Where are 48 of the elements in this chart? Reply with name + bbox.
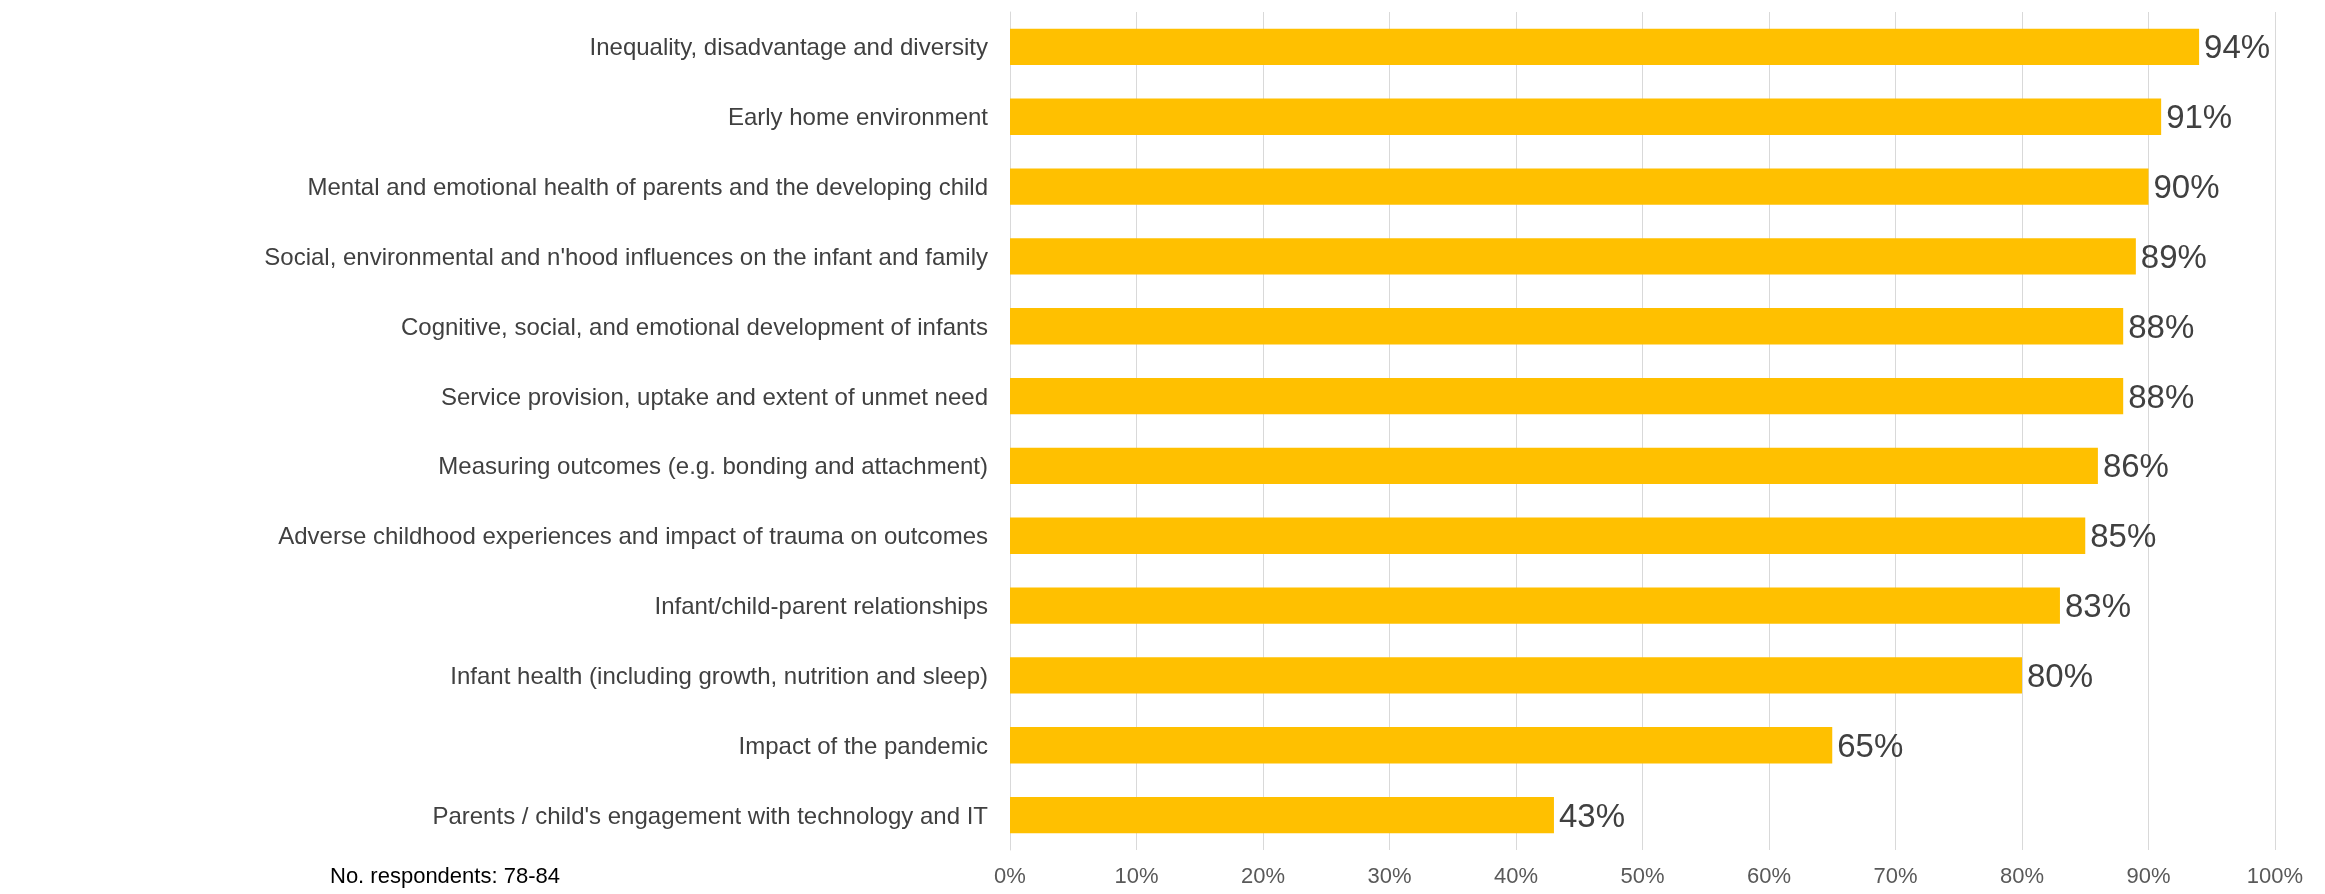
bar — [1010, 587, 2060, 624]
bar — [1010, 28, 2200, 66]
y-tick-label: Service provision, uptake and extent of unmet need — [440, 382, 988, 410]
bar — [1010, 168, 2149, 205]
data-label: 88% — [2128, 377, 2195, 415]
bar — [1010, 377, 2124, 415]
x-tick-label: 40% — [1493, 862, 1539, 888]
y-tick-label: Measuring outcomes (e.g. bonding and attachment) — [438, 452, 988, 480]
x-tick-label: 60% — [1746, 862, 1792, 888]
y-tick-label: Adverse childhood experiences and impact of trauma on outcomes — [278, 522, 988, 550]
y-tick-label: Early home environment — [727, 103, 989, 131]
x-tick-label: 90% — [2126, 862, 2171, 888]
y-tick-label: Mental and emotional health of parents and the developing child — [307, 173, 988, 201]
y-tick-label: Impact of the pandemic — [738, 731, 988, 759]
x-tick-label: 70% — [1873, 862, 1918, 888]
data-label: 88% — [2128, 307, 2195, 345]
x-tick-label: 100% — [2246, 862, 2304, 888]
x-tick-label: 30% — [1367, 862, 1412, 888]
y-tick-label: Infant/child-parent relationships — [654, 592, 988, 620]
x-tick-label: 10% — [1114, 862, 1159, 888]
x-tick-label: 80% — [1999, 862, 2045, 888]
data-label: 91% — [2166, 98, 2233, 136]
text: No. respondents: 78-84 — [330, 862, 560, 888]
y-tick-label: Cognitive, social, and emotional development of infants — [400, 312, 988, 340]
data-label: 86% — [2102, 447, 2169, 485]
data-label: 65% — [1837, 726, 1904, 764]
data-label: 94% — [2204, 28, 2271, 66]
data-label: 85% — [2090, 517, 2157, 555]
x-tick-label: 20% — [1240, 862, 1286, 888]
data-label: 90% — [2153, 168, 2220, 206]
bar — [1010, 657, 2022, 694]
bar — [1010, 796, 1554, 834]
bar — [1010, 308, 2124, 345]
data-label: 43% — [1558, 796, 1626, 834]
data-label: 80% — [2027, 656, 2094, 694]
bar — [1010, 447, 2098, 485]
data-label: 89% — [2140, 237, 2207, 275]
y-tick-label: Parents / child's engagement with technology and IT — [432, 801, 989, 829]
bar — [1010, 238, 2136, 275]
y-tick-label: Social, environmental and n'hood influences on the infant and family — [264, 242, 988, 270]
bar — [1010, 727, 1833, 764]
x-tick-label: 50% — [1620, 862, 1665, 888]
x-tick-label: 0% — [994, 862, 1026, 888]
bar — [1010, 98, 2162, 135]
y-tick-label: Infant health (including growth, nutrition and sleep) — [450, 661, 988, 689]
bar — [1010, 517, 2086, 554]
y-tick-label: Inequality, disadvantage and diversity — [589, 33, 988, 61]
data-label: 83% — [2064, 587, 2132, 625]
